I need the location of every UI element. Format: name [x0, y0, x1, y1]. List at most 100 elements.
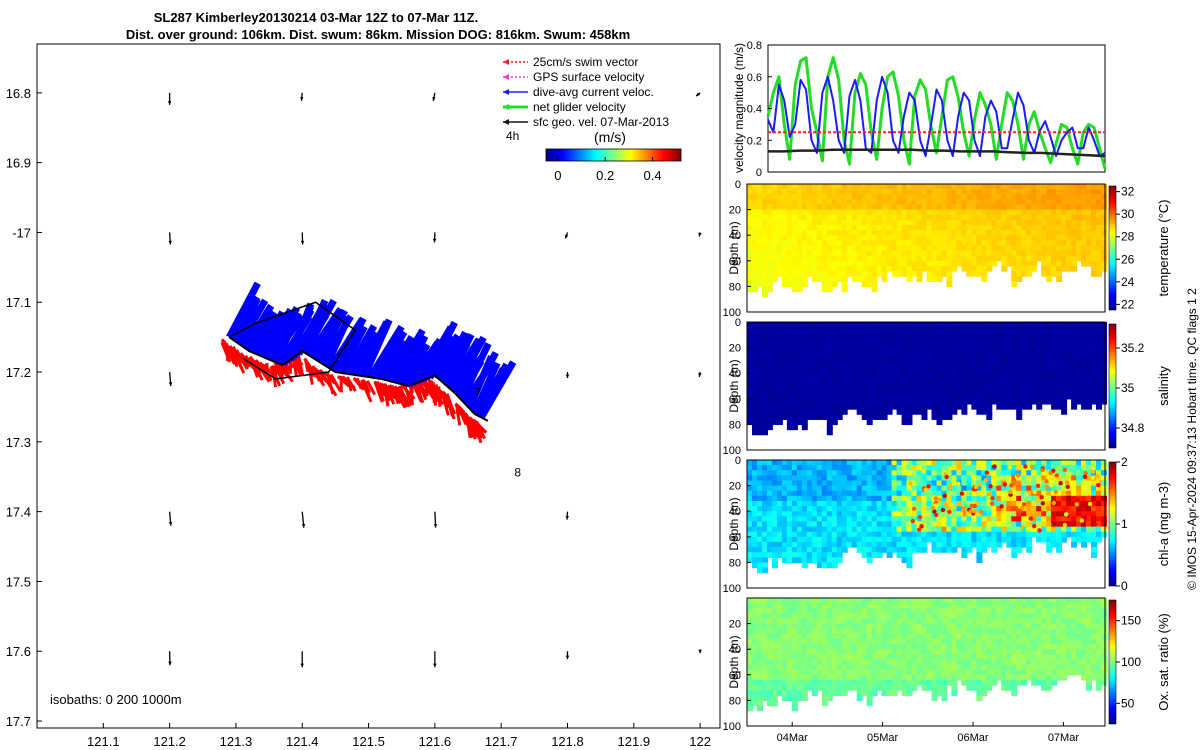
- section-cell: [801, 613, 808, 620]
- current-vector-red: [336, 375, 350, 388]
- section-cell: [831, 659, 838, 666]
- section-cell: [861, 255, 868, 262]
- section-cell: [901, 271, 908, 277]
- section-cell: [762, 240, 768, 247]
- section-cell: [801, 230, 808, 236]
- section-cell: [757, 398, 763, 405]
- section-cell: [1056, 352, 1063, 359]
- section-cell: [976, 501, 983, 507]
- current-vector-blue: [241, 303, 275, 350]
- current-vector-red: [375, 381, 386, 397]
- section-cell: [921, 490, 928, 497]
- section-cell: [1081, 526, 1088, 533]
- section-cell: [1011, 199, 1018, 206]
- section-cell: [1091, 209, 1097, 216]
- section-cell: [771, 480, 778, 487]
- section-cell: [1031, 506, 1038, 512]
- section-cell: [911, 245, 918, 252]
- section-cell: [911, 465, 918, 471]
- section-cell: [981, 209, 988, 216]
- section-cell: [791, 541, 798, 548]
- section-cell: [752, 235, 758, 241]
- section-cell: [836, 235, 843, 241]
- section-cell: [981, 342, 988, 349]
- current-vector-red: [365, 380, 377, 396]
- colorbar-tick-label: 28: [1121, 230, 1135, 244]
- section-cell: [1006, 219, 1013, 226]
- section-cell: [1021, 531, 1028, 538]
- current-vector-red: [360, 379, 373, 403]
- section-cell: [941, 332, 948, 338]
- section-cell: [786, 357, 793, 364]
- section-cell: [821, 189, 828, 195]
- section-cell: [946, 342, 953, 349]
- section-cell: [836, 633, 843, 640]
- section-cell: [1051, 214, 1058, 221]
- section-cell: [1091, 383, 1097, 390]
- section-cell: [891, 373, 898, 379]
- section-cell: [1051, 460, 1058, 466]
- section-cell: [776, 639, 783, 645]
- section-cell: [856, 327, 863, 333]
- section-cell: [1006, 403, 1013, 410]
- section-cell: [766, 240, 773, 247]
- section-cell: [836, 536, 843, 543]
- section-cell: [956, 194, 963, 200]
- section-cell: [776, 679, 783, 686]
- section-cell: [1036, 511, 1043, 517]
- section-cell: [747, 255, 753, 262]
- section-cell: [831, 664, 838, 671]
- section-cell: [856, 495, 863, 502]
- section-cell: [906, 470, 913, 476]
- section-cell: [801, 465, 808, 471]
- section-cell: [747, 526, 753, 533]
- section-cell: [881, 357, 888, 364]
- section-cell: [826, 414, 833, 420]
- section-cell: [1066, 531, 1073, 538]
- section-cell: [1016, 506, 1023, 512]
- section-cell: [966, 332, 973, 338]
- section-cell: [757, 664, 763, 671]
- section-cell: [871, 204, 878, 211]
- section-cell: [901, 516, 908, 523]
- section-cell: [961, 342, 968, 349]
- section-cell: [1006, 541, 1013, 548]
- section-cell: [806, 414, 813, 420]
- section-cell: [1016, 235, 1023, 241]
- section-cell: [786, 363, 793, 369]
- section-cell: [1006, 322, 1013, 328]
- section-cell: [846, 465, 853, 471]
- section-cell: [831, 398, 838, 405]
- section-cell: [996, 184, 1003, 190]
- section-cell: [1026, 255, 1033, 262]
- section-cell: [871, 347, 878, 354]
- section-cell: [951, 199, 958, 206]
- section-cell: [1061, 327, 1068, 333]
- section-cell: [1036, 189, 1043, 195]
- section-cell: [1046, 490, 1053, 497]
- section-cell: [891, 342, 898, 349]
- section-cell: [786, 271, 793, 277]
- section-cell: [971, 357, 978, 364]
- section-cell: [1081, 357, 1088, 364]
- section-cell: [906, 352, 913, 359]
- section-cell: [1046, 383, 1053, 390]
- section-cell: [891, 511, 898, 517]
- section-cell: [776, 664, 783, 671]
- section-cell: [791, 608, 798, 614]
- section-cell: [1006, 225, 1013, 231]
- section-cell: [876, 460, 883, 466]
- section-cell: [961, 393, 968, 400]
- section-cell: [866, 460, 873, 466]
- section-cell: [1076, 506, 1083, 512]
- section-cell: [1056, 271, 1063, 277]
- section-cell: [1091, 214, 1097, 221]
- section-cell: [981, 480, 988, 487]
- section-cell: [986, 225, 993, 231]
- section-cell: [936, 199, 943, 206]
- section-cell: [936, 409, 943, 415]
- section-cell: [966, 475, 973, 482]
- section-cell: [981, 460, 988, 466]
- section-cell: [1046, 332, 1053, 338]
- section-cell: [806, 470, 813, 476]
